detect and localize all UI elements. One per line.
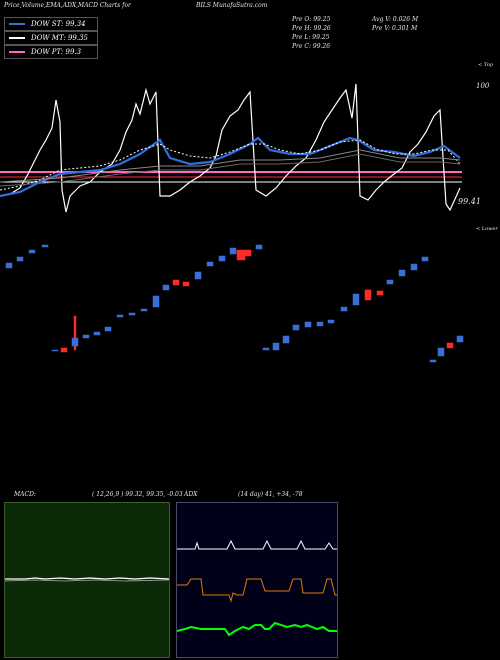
candle [327,319,335,324]
candles [5,244,464,363]
candle [386,279,394,285]
legend-label-st: DOW ST: 99.34 [31,20,86,28]
candle [93,331,101,336]
ohlc-low: Pre L: 99.25 [292,34,330,41]
candle [229,247,237,255]
adx-minus-line [177,621,337,637]
candle [364,289,372,301]
site-text: MunafaSutra.com [212,2,268,9]
adx-line [177,539,337,550]
candle [60,347,68,353]
candle [128,312,136,316]
candle [140,308,148,312]
legend-dow-mt: DOW MT: 99.35 [4,31,98,45]
legend-dow-st: DOW ST: 99.34 [4,17,98,31]
candle [282,335,290,344]
adx-label: ADX [184,491,198,498]
adx-params: (14 day) 41, +34, -78 [238,491,303,498]
candle [116,314,124,318]
candle [429,359,437,363]
chart-symbol: BILS MunafaSutra.com [196,2,267,9]
candle [421,256,429,262]
candle [262,347,270,351]
top-annotation: < Top [478,62,493,68]
candle [410,263,418,271]
candle [236,249,246,261]
candle [340,306,348,312]
ema-gray-line-2 [0,153,461,187]
ohlc-high: Pre H: 99.26 [292,25,331,32]
candle [182,281,190,287]
legend-swatch-st [9,23,25,25]
candle [82,334,90,339]
candle [255,244,263,250]
candle [376,290,384,296]
candle [218,255,226,262]
avg-volume: Avg V: 0.026 M [372,16,419,23]
macd-signal-line [5,579,169,582]
macd-label: MACD: [14,491,36,498]
candle [16,256,24,262]
candle [446,342,454,349]
candle [456,335,464,343]
ohlc-close: Pre C: 99.26 [292,43,331,50]
price-label-9941: 99.41 [458,197,481,206]
ema-mid-line [0,139,461,191]
candle [152,295,160,308]
candle [172,279,180,286]
legend-swatch-pt [9,51,25,53]
macd-panel [4,502,170,658]
macd-line [5,577,169,580]
ema-short-line [0,136,461,198]
macd-params: ( 12,26,9 ) 99.32, 99.35, -0.03 [92,491,183,498]
adx-panel [176,502,338,658]
ema-lines [0,83,462,213]
macd-svg [5,577,169,582]
adx-plus-line [177,578,337,603]
ema-gray-line-1 [0,149,461,183]
candle [292,324,300,331]
candle [244,249,252,257]
candle [316,321,324,327]
candle [272,342,280,351]
candle [304,321,312,328]
title-text: Price,Volume,EMA,ADX,MACD Charts for [4,2,131,9]
candle [398,269,406,277]
chart-title: Price,Volume,EMA,ADX,MACD Charts for [4,2,131,9]
candle [5,262,13,269]
candle [194,271,202,280]
candle [206,261,214,267]
prev-volume: Pre V: 0.301 M [372,25,418,32]
candle [162,284,170,291]
candle [41,244,49,248]
lower-annotation: < Lower [476,226,498,232]
adx-svg [177,539,337,637]
candle [28,249,36,254]
candle [352,293,360,306]
symbol-text: BILS [196,2,211,9]
ohlc-open: Pre O: 99.25 [292,16,331,23]
legend-swatch-mt [9,37,25,39]
legend-label-pt: DOW PT: 99.3 [31,48,82,56]
legend-label-mt: DOW MT: 99.35 [31,34,88,42]
candle [104,326,112,332]
candle [51,349,59,352]
candle [437,347,445,357]
legend-dow-pt: DOW PT: 99.3 [4,45,98,59]
price-label-100: 100 [476,82,490,90]
price-line [0,83,461,213]
